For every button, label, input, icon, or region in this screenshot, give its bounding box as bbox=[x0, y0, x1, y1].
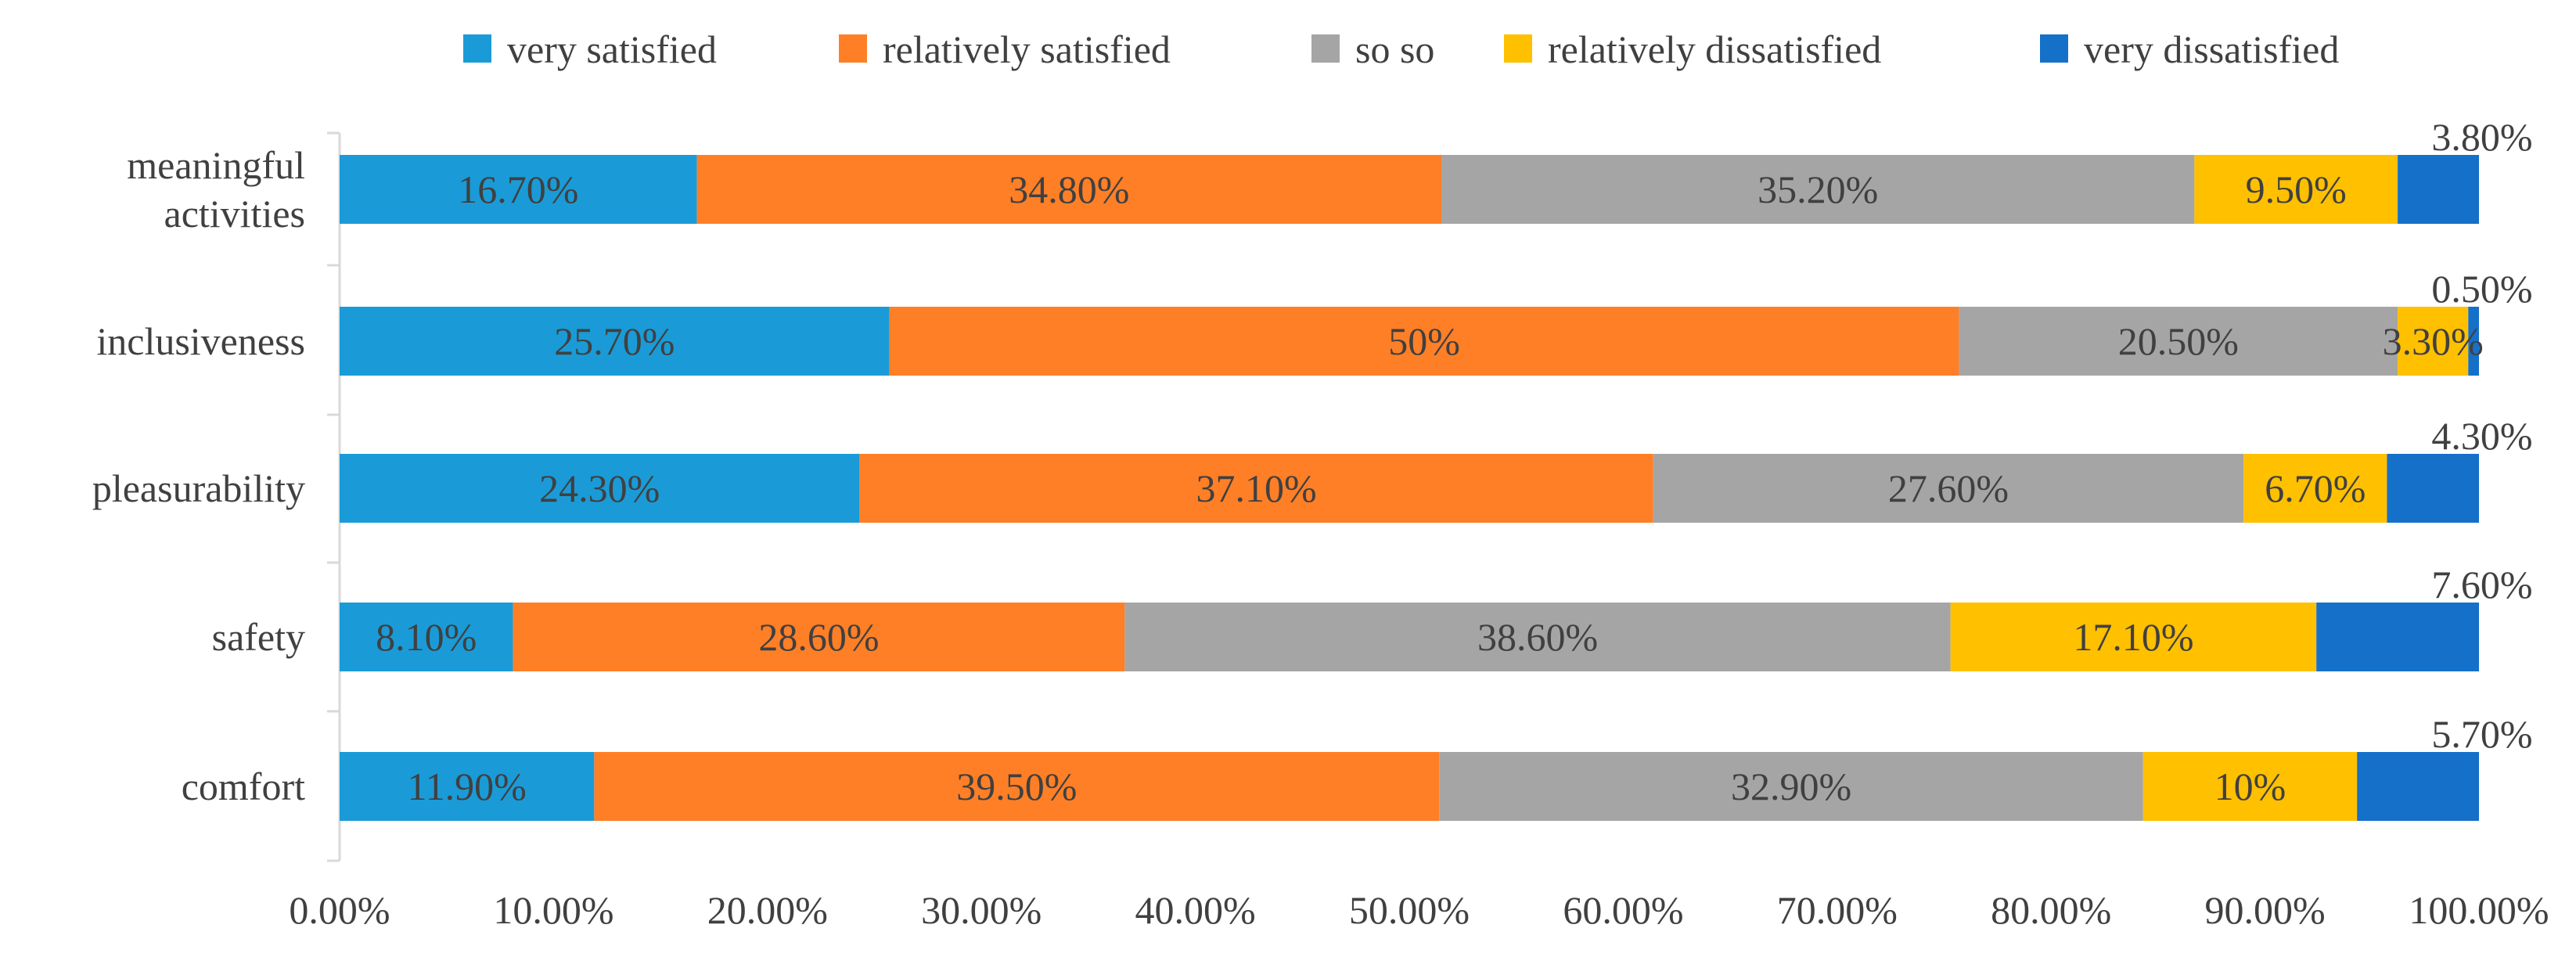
category-label: pleasurability bbox=[92, 466, 305, 510]
legend-swatch bbox=[839, 34, 867, 63]
category-label: meaningful activities bbox=[127, 143, 305, 236]
legend-swatch bbox=[1311, 34, 1340, 63]
bar-comfort-relatively-dissatisfied bbox=[2142, 752, 2358, 821]
x-tick-label: 90.00% bbox=[2205, 888, 2326, 932]
data-label-meaningful-activities-relatively-dissatisfied: 9.50% bbox=[2246, 167, 2347, 211]
bar-meaningful-activities-very-satisfied bbox=[340, 155, 697, 224]
bar-comfort-very-satisfied bbox=[340, 752, 595, 821]
data-label-inclusiveness-very-satisfied: 25.70% bbox=[554, 319, 675, 363]
bar-meaningful-activities-relatively-satisfied bbox=[696, 155, 1442, 224]
data-label-pleasurability-relatively-dissatisfied: 6.70% bbox=[2265, 466, 2366, 510]
data-label-safety-very-satisfied: 8.10% bbox=[376, 615, 477, 659]
x-tick-label: 30.00% bbox=[921, 888, 1042, 932]
legend-item-relatively-satisfied: relatively satisfied bbox=[839, 27, 1171, 71]
data-label-pleasurability-very-satisfied: 24.30% bbox=[539, 466, 660, 510]
legend-label: relatively dissatisfied bbox=[1548, 27, 1881, 71]
data-label-inclusiveness-so-so: 20.50% bbox=[2118, 319, 2239, 363]
data-label-comfort-very-satisfied: 11.90% bbox=[408, 765, 527, 808]
x-tick-label: 40.00% bbox=[1135, 888, 1256, 932]
data-label-safety-very-dissatisfied: 7.60% bbox=[2431, 563, 2532, 606]
x-tick-label: 10.00% bbox=[493, 888, 613, 932]
legend-label: relatively satisfied bbox=[883, 27, 1171, 71]
data-label-safety-so-so: 38.60% bbox=[1477, 615, 1598, 659]
x-tick-label: 0.00% bbox=[289, 888, 390, 932]
legend: very satisfied relatively satisfied so so r… bbox=[463, 27, 2339, 71]
data-label-inclusiveness-relatively-dissatisfied: 3.30% bbox=[2383, 319, 2484, 363]
legend-item-relatively-dissatisfied: relatively dissatisfied bbox=[1504, 27, 1881, 71]
data-label-comfort-very-dissatisfied: 5.70% bbox=[2431, 712, 2532, 756]
bar-meaningful-activities-very-dissatisfied bbox=[2398, 155, 2479, 224]
data-label-pleasurability-very-dissatisfied: 4.30% bbox=[2431, 414, 2532, 458]
data-labels: 16.70% 34.80% 35.20% 9.50% 3.80% 25.70% 50% 20.… bbox=[376, 115, 2532, 808]
data-label-inclusiveness-very-dissatisfied: 0.50% bbox=[2431, 267, 2532, 311]
bar-pleasurability-very-satisfied bbox=[340, 454, 860, 523]
bar-pleasurability-very-dissatisfied bbox=[2387, 454, 2479, 523]
bars bbox=[340, 155, 2479, 821]
legend-item-very-satisfied: very satisfied bbox=[463, 27, 717, 71]
data-label-pleasurability-so-so: 27.60% bbox=[1888, 466, 2009, 510]
bar-comfort-relatively-satisfied bbox=[594, 752, 1440, 821]
bar-comfort-very-dissatisfied bbox=[2357, 752, 2479, 821]
x-tick-label: 60.00% bbox=[1563, 888, 1683, 932]
bar-meaningful-activities-so-so bbox=[1441, 155, 2195, 224]
bar-inclusiveness-very-satisfied bbox=[340, 307, 890, 376]
legend-swatch bbox=[1504, 34, 1532, 63]
x-tick-label: 100.00% bbox=[2409, 888, 2549, 932]
bar-inclusiveness-relatively-dissatisfied bbox=[2398, 307, 2469, 376]
bar-inclusiveness-very-dissatisfied bbox=[2468, 307, 2479, 376]
legend-swatch bbox=[463, 34, 491, 63]
legend-label: so so bbox=[1355, 27, 1434, 71]
data-label-meaningful-activities-very-satisfied: 16.70% bbox=[458, 167, 578, 211]
category-label: comfort bbox=[182, 765, 305, 808]
bar-safety-relatively-satisfied bbox=[513, 603, 1125, 671]
legend-item-very-dissatisfied: very dissatisfied bbox=[2040, 27, 2339, 71]
axis: meaningful activities inclusiveness pleasur… bbox=[92, 131, 2549, 932]
data-label-safety-relatively-dissatisfied: 17.10% bbox=[2073, 615, 2193, 659]
x-tick-label: 20.00% bbox=[707, 888, 828, 932]
bar-meaningful-activities-relatively-dissatisfied bbox=[2194, 155, 2398, 224]
data-label-inclusiveness-relatively-satisfied: 50% bbox=[1388, 319, 1460, 363]
bar-pleasurability-relatively-dissatisfied bbox=[2243, 454, 2387, 523]
bar-inclusiveness-so-so bbox=[1959, 307, 2398, 376]
data-label-safety-relatively-satisfied: 28.60% bbox=[758, 615, 879, 659]
data-label-comfort-relatively-dissatisfied: 10% bbox=[2214, 765, 2286, 808]
bar-pleasurability-so-so bbox=[1653, 454, 2244, 523]
bar-inclusiveness-relatively-satisfied bbox=[889, 307, 1959, 376]
bar-safety-very-satisfied bbox=[340, 603, 513, 671]
legend-item-so-so: so so bbox=[1311, 27, 1434, 71]
x-tick-label: 50.00% bbox=[1349, 888, 1470, 932]
x-tick-label: 70.00% bbox=[1777, 888, 1898, 932]
bar-comfort-so-so bbox=[1439, 752, 2143, 821]
data-label-comfort-relatively-satisfied: 39.50% bbox=[956, 765, 1077, 808]
bar-pleasurability-relatively-satisfied bbox=[859, 454, 1653, 523]
bar-safety-so-so bbox=[1124, 603, 1951, 671]
category-label: inclusiveness bbox=[96, 319, 305, 363]
legend-label: very satisfied bbox=[507, 27, 717, 71]
legend-label: very dissatisfied bbox=[2084, 27, 2339, 71]
bar-safety-relatively-dissatisfied bbox=[1950, 603, 2317, 671]
bar-safety-very-dissatisfied bbox=[2316, 603, 2479, 671]
data-label-pleasurability-relatively-satisfied: 37.10% bbox=[1196, 466, 1316, 510]
x-tick-label: 80.00% bbox=[1991, 888, 2111, 932]
data-label-meaningful-activities-very-dissatisfied: 3.80% bbox=[2431, 115, 2532, 159]
data-label-comfort-so-so: 32.90% bbox=[1731, 765, 1851, 808]
legend-swatch bbox=[2040, 34, 2068, 63]
data-label-meaningful-activities-relatively-satisfied: 34.80% bbox=[1009, 167, 1129, 211]
category-label: safety bbox=[212, 615, 305, 659]
data-label-meaningful-activities-so-so: 35.20% bbox=[1758, 167, 1878, 211]
